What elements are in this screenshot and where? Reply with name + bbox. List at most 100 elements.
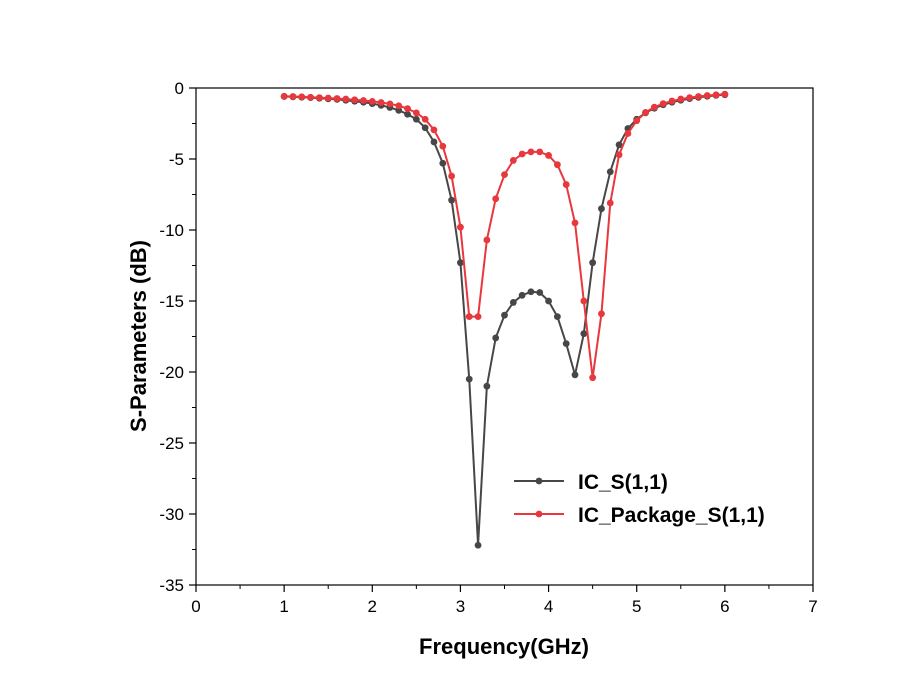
data-point-ic-s-1-1 xyxy=(518,291,526,299)
data-point-ic-package-s-1-1 xyxy=(324,94,332,102)
data-point-ic-package-s-1-1 xyxy=(589,374,597,382)
data-point-ic-package-s-1-1 xyxy=(430,126,438,134)
series-layer xyxy=(280,90,729,549)
data-point-ic-package-s-1-1 xyxy=(703,92,711,99)
data-point-ic-s-1-1 xyxy=(509,299,517,306)
data-point-ic-package-s-1-1 xyxy=(316,94,323,102)
data-point-ic-package-s-1-1 xyxy=(368,97,376,105)
y-tick-label: -20 xyxy=(159,363,184,382)
legend-label-ic-package-s11: IC_Package_S(1,1) xyxy=(578,504,765,527)
data-point-ic-s-1-1 xyxy=(492,334,500,342)
y-tick-label: -10 xyxy=(159,221,184,240)
data-point-ic-s-1-1 xyxy=(580,330,588,338)
data-point-ic-package-s-1-1 xyxy=(457,223,464,231)
x-axis-title: Frequency(GHz) xyxy=(419,634,589,659)
data-point-ic-package-s-1-1 xyxy=(633,117,641,125)
data-point-ic-package-s-1-1 xyxy=(492,195,500,203)
data-point-ic-package-s-1-1 xyxy=(624,130,632,137)
data-point-ic-package-s-1-1 xyxy=(650,103,658,111)
data-point-ic-package-s-1-1 xyxy=(659,100,667,108)
data-point-ic-package-s-1-1 xyxy=(545,152,552,159)
data-point-ic-s-1-1 xyxy=(474,541,482,549)
data-point-ic-package-s-1-1 xyxy=(642,109,649,116)
data-point-ic-package-s-1-1 xyxy=(606,199,614,207)
data-point-ic-package-s-1-1 xyxy=(333,95,341,102)
data-point-ic-s-1-1 xyxy=(430,138,438,146)
data-point-ic-package-s-1-1 xyxy=(518,150,526,158)
data-point-ic-package-s-1-1 xyxy=(553,161,561,169)
data-point-ic-package-s-1-1 xyxy=(527,148,535,156)
y-axis-title: S-Parameters (dB) xyxy=(126,240,151,432)
x-tick-label: 1 xyxy=(279,597,288,616)
data-point-ic-package-s-1-1 xyxy=(615,151,623,159)
data-point-ic-package-s-1-1 xyxy=(571,219,579,227)
data-point-ic-s-1-1 xyxy=(465,375,473,383)
y-tick-label: -30 xyxy=(159,505,184,524)
data-point-ic-s-1-1 xyxy=(483,382,491,390)
data-point-ic-package-s-1-1 xyxy=(721,90,729,98)
data-point-ic-package-s-1-1 xyxy=(695,93,702,100)
data-point-ic-package-s-1-1 xyxy=(307,93,314,101)
x-tick-label: 4 xyxy=(544,597,553,616)
data-point-ic-s-1-1 xyxy=(439,159,447,167)
data-point-ic-package-s-1-1 xyxy=(448,172,456,180)
data-point-ic-s-1-1 xyxy=(457,259,464,267)
data-point-ic-package-s-1-1 xyxy=(439,142,447,150)
x-tick-label: 7 xyxy=(808,597,817,616)
data-point-ic-s-1-1 xyxy=(501,311,508,319)
data-point-ic-package-s-1-1 xyxy=(501,171,508,179)
legend-label-ic-s11: IC_S(1,1) xyxy=(578,471,668,494)
data-point-ic-package-s-1-1 xyxy=(677,95,685,103)
data-point-ic-package-s-1-1 xyxy=(465,313,473,321)
x-tick-label: 5 xyxy=(632,597,641,616)
data-point-ic-s-1-1 xyxy=(448,196,456,204)
data-point-ic-package-s-1-1 xyxy=(386,100,394,108)
data-point-ic-package-s-1-1 xyxy=(580,297,588,305)
data-point-ic-package-s-1-1 xyxy=(474,313,482,321)
data-point-ic-package-s-1-1 xyxy=(289,93,297,100)
data-point-ic-package-s-1-1 xyxy=(668,97,676,105)
data-point-ic-s-1-1 xyxy=(598,205,605,213)
data-point-ic-package-s-1-1 xyxy=(412,109,420,117)
data-point-ic-s-1-1 xyxy=(562,340,570,347)
x-tick-label: 2 xyxy=(368,597,377,616)
data-point-ic-package-s-1-1 xyxy=(280,92,288,100)
y-tick-label: -5 xyxy=(169,150,184,169)
data-point-ic-package-s-1-1 xyxy=(598,310,605,318)
data-point-ic-package-s-1-1 xyxy=(395,102,403,110)
data-point-ic-package-s-1-1 xyxy=(351,96,359,104)
legend: IC_S(1,1) IC_Package_S(1,1) xyxy=(514,471,765,527)
y-axis-ticks: 0 -5 -10 -15 -20 -25 -30 -35 xyxy=(159,79,196,595)
legend-marker-ic-s11 xyxy=(535,477,543,485)
data-point-ic-package-s-1-1 xyxy=(562,181,570,188)
data-point-ic-s-1-1 xyxy=(553,313,561,321)
data-point-ic-s-1-1 xyxy=(421,124,429,132)
data-point-ic-package-s-1-1 xyxy=(298,93,306,101)
data-point-ic-s-1-1 xyxy=(589,259,597,267)
data-point-ic-s-1-1 xyxy=(404,110,411,118)
data-point-ic-package-s-1-1 xyxy=(536,148,544,156)
data-point-ic-s-1-1 xyxy=(536,289,544,296)
data-point-ic-s-1-1 xyxy=(571,371,579,379)
data-point-ic-package-s-1-1 xyxy=(360,97,367,104)
data-point-ic-package-s-1-1 xyxy=(686,94,693,102)
data-point-ic-package-s-1-1 xyxy=(483,236,491,244)
y-tick-label: -35 xyxy=(159,576,184,595)
y-tick-label: -25 xyxy=(159,434,184,453)
data-point-ic-s-1-1 xyxy=(412,115,420,123)
x-axis-ticks: 0 1 2 3 4 5 6 7 xyxy=(191,585,818,616)
y-tick-label: 0 xyxy=(175,79,184,98)
data-point-ic-s-1-1 xyxy=(545,297,552,305)
data-point-ic-package-s-1-1 xyxy=(377,99,385,106)
data-point-ic-s-1-1 xyxy=(606,168,614,176)
data-point-ic-package-s-1-1 xyxy=(509,157,517,164)
data-point-ic-package-s-1-1 xyxy=(421,115,429,123)
data-point-ic-s-1-1 xyxy=(527,288,535,296)
data-point-ic-package-s-1-1 xyxy=(342,95,350,103)
data-point-ic-package-s-1-1 xyxy=(404,105,411,112)
x-tick-label: 0 xyxy=(191,597,200,616)
x-tick-label: 6 xyxy=(720,597,729,616)
legend-marker-ic-package-s11 xyxy=(535,510,543,518)
plot-area xyxy=(195,87,814,586)
